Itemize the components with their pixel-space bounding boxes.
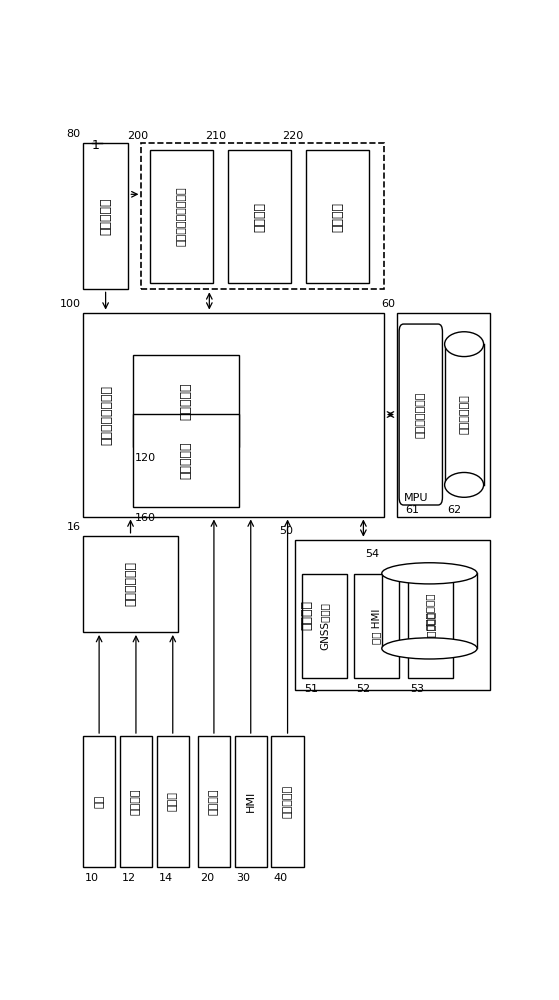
Text: 导航装置: 导航装置 xyxy=(301,600,314,630)
FancyBboxPatch shape xyxy=(271,736,304,867)
Text: 第二控制部: 第二控制部 xyxy=(179,442,192,479)
FancyBboxPatch shape xyxy=(302,574,347,678)
Text: 62: 62 xyxy=(447,505,461,515)
Text: MPU: MPU xyxy=(404,493,428,503)
Text: 20: 20 xyxy=(200,873,214,883)
FancyBboxPatch shape xyxy=(295,540,490,690)
Text: 60: 60 xyxy=(381,299,395,309)
Text: 54: 54 xyxy=(366,549,380,559)
Text: 制动装置: 制动装置 xyxy=(253,202,266,232)
FancyBboxPatch shape xyxy=(83,143,129,289)
Text: 导航 HMI: 导航 HMI xyxy=(371,609,381,644)
Text: 53: 53 xyxy=(410,684,424,694)
Text: 80: 80 xyxy=(67,129,80,139)
Text: 120: 120 xyxy=(135,453,156,463)
Text: 自动驾驶控制装置: 自动驾驶控制装置 xyxy=(100,385,113,445)
FancyBboxPatch shape xyxy=(83,536,178,632)
FancyBboxPatch shape xyxy=(306,150,369,283)
FancyBboxPatch shape xyxy=(235,736,267,867)
FancyBboxPatch shape xyxy=(354,574,399,678)
Text: 51: 51 xyxy=(304,684,318,694)
FancyBboxPatch shape xyxy=(150,150,213,283)
Text: 10: 10 xyxy=(85,873,99,883)
Text: 第二地图信息: 第二地图信息 xyxy=(459,395,469,434)
Text: 200: 200 xyxy=(127,131,148,141)
FancyBboxPatch shape xyxy=(157,736,189,867)
Ellipse shape xyxy=(444,332,484,357)
Text: 相机: 相机 xyxy=(94,795,104,808)
FancyBboxPatch shape xyxy=(120,736,152,867)
Text: 第一地图信息: 第一地图信息 xyxy=(424,592,434,630)
Text: GNSS接收机: GNSS接收机 xyxy=(319,602,329,650)
Text: HMI: HMI xyxy=(246,791,256,812)
Text: 50: 50 xyxy=(279,526,293,536)
Text: 61: 61 xyxy=(406,505,420,515)
FancyBboxPatch shape xyxy=(397,312,490,517)
Text: 物体识别装置: 物体识别装置 xyxy=(124,561,137,606)
FancyBboxPatch shape xyxy=(132,414,239,507)
Text: 160: 160 xyxy=(135,513,156,523)
Text: 通信装置: 通信装置 xyxy=(209,788,219,815)
FancyBboxPatch shape xyxy=(228,150,291,283)
Text: 1: 1 xyxy=(92,139,100,152)
Text: 14: 14 xyxy=(159,873,173,883)
Text: 16: 16 xyxy=(67,522,80,532)
Text: 210: 210 xyxy=(205,131,226,141)
Text: 12: 12 xyxy=(122,873,136,883)
Text: 30: 30 xyxy=(236,873,250,883)
Text: 100: 100 xyxy=(60,299,80,309)
FancyBboxPatch shape xyxy=(408,574,453,678)
Text: 第一控制部: 第一控制部 xyxy=(179,382,192,420)
Text: 40: 40 xyxy=(273,873,288,883)
Text: 雷达装置: 雷达装置 xyxy=(131,788,141,815)
Text: 52: 52 xyxy=(356,684,370,694)
Text: 行驶驱动力输出装置: 行驶驱动力输出装置 xyxy=(177,187,187,246)
Text: 转向装置: 转向装置 xyxy=(331,202,344,232)
Text: 220: 220 xyxy=(282,131,304,141)
Text: 探测器: 探测器 xyxy=(168,792,178,811)
FancyBboxPatch shape xyxy=(198,736,230,867)
FancyBboxPatch shape xyxy=(83,736,115,867)
Ellipse shape xyxy=(382,638,477,659)
FancyBboxPatch shape xyxy=(399,324,443,505)
Text: 路径决定部: 路径决定部 xyxy=(425,611,435,642)
Text: 推荐车道决定部: 推荐车道决定部 xyxy=(416,391,426,438)
FancyBboxPatch shape xyxy=(132,355,239,447)
FancyBboxPatch shape xyxy=(83,312,384,517)
Ellipse shape xyxy=(382,563,477,584)
Text: 驾驶操作件: 驾驶操作件 xyxy=(99,198,112,235)
Ellipse shape xyxy=(444,472,484,497)
Text: 车辆传感器: 车辆传感器 xyxy=(282,785,292,818)
